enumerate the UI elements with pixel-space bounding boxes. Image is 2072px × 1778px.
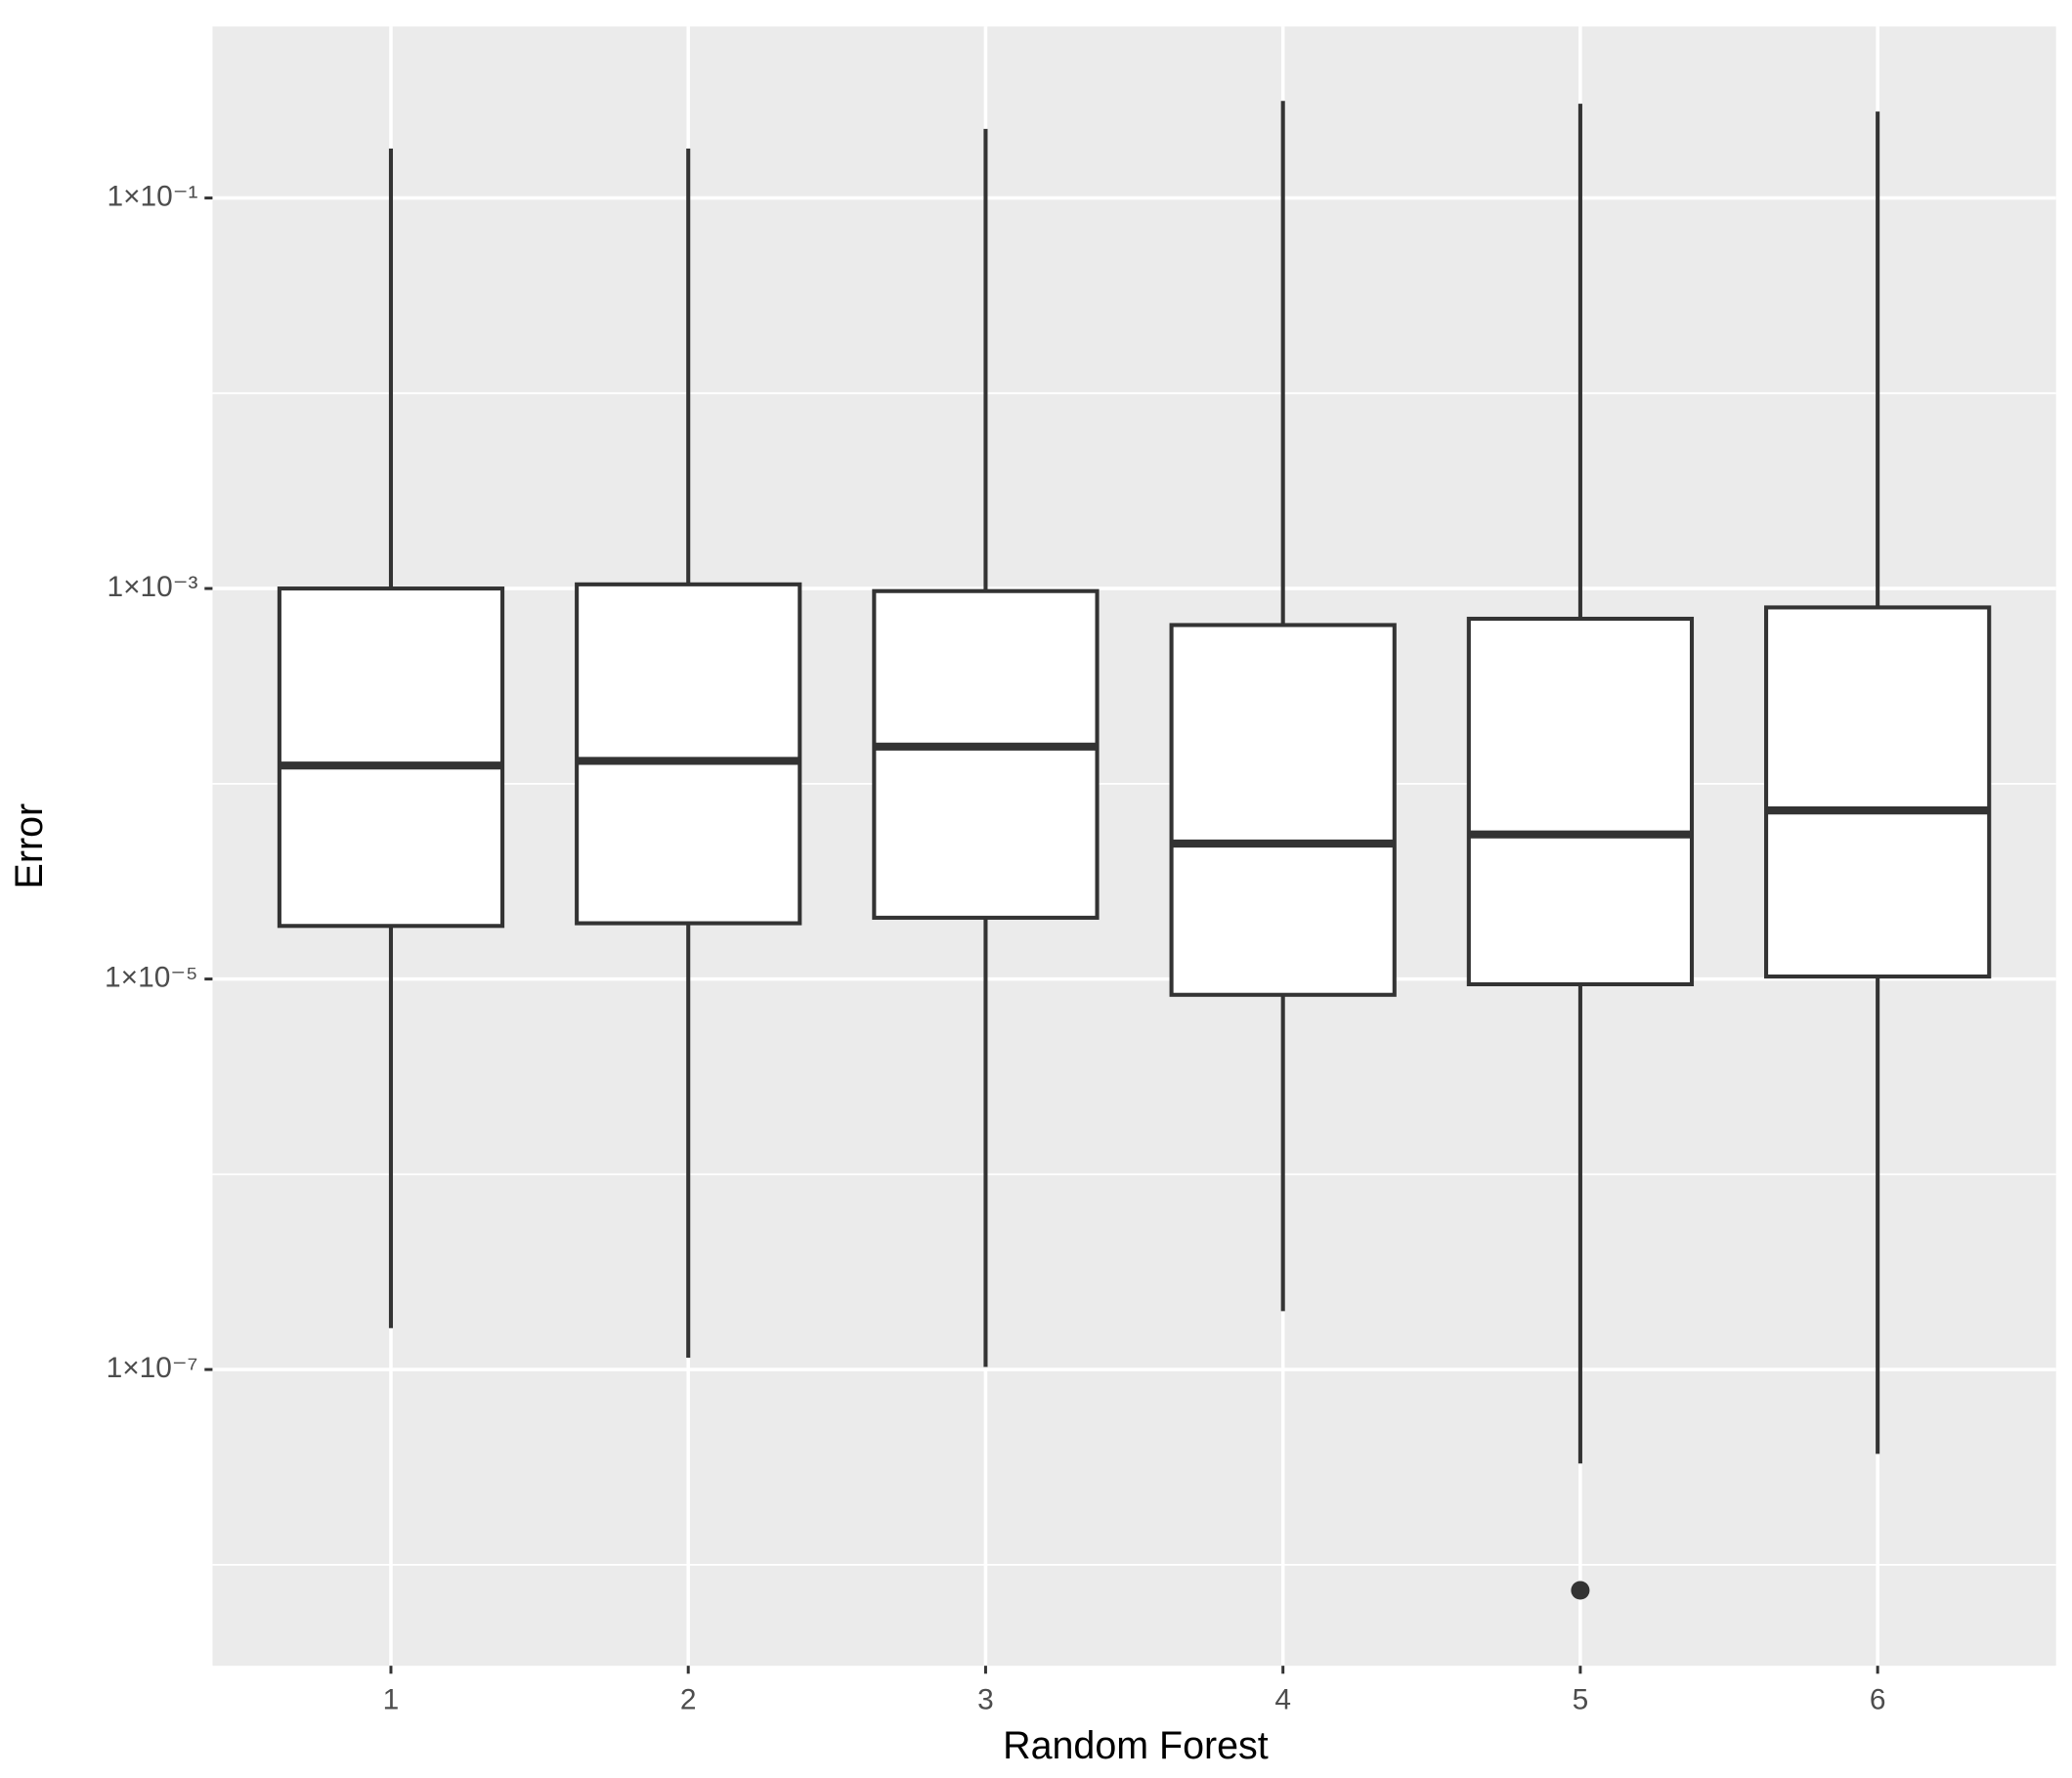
x-tick-label: 4: [1274, 1684, 1291, 1716]
y-tick-label: 1×10⁻⁷: [107, 1352, 198, 1384]
y-tick-label: 1×10⁻³: [107, 571, 197, 603]
y-tick-label: 1×10⁻¹: [107, 180, 197, 212]
outlier: [1571, 1581, 1590, 1600]
x-tick-label: 1: [383, 1684, 400, 1716]
x-tick-label: 5: [1573, 1684, 1589, 1716]
y-axis-title: Error: [8, 803, 51, 889]
y-tick-label: 1×10⁻⁵: [105, 961, 197, 993]
box: [277, 586, 505, 929]
x-tick-label: 3: [977, 1684, 994, 1716]
box: [1169, 623, 1397, 997]
x-axis-title: Random Forest: [1003, 1724, 1269, 1767]
plot-panel: [212, 26, 2056, 1667]
x-tick-label: 6: [1870, 1684, 1886, 1716]
box: [1466, 616, 1695, 986]
x-tick-label: 2: [680, 1684, 697, 1716]
box: [872, 588, 1100, 920]
box: [1764, 605, 1992, 979]
box: [575, 582, 802, 926]
